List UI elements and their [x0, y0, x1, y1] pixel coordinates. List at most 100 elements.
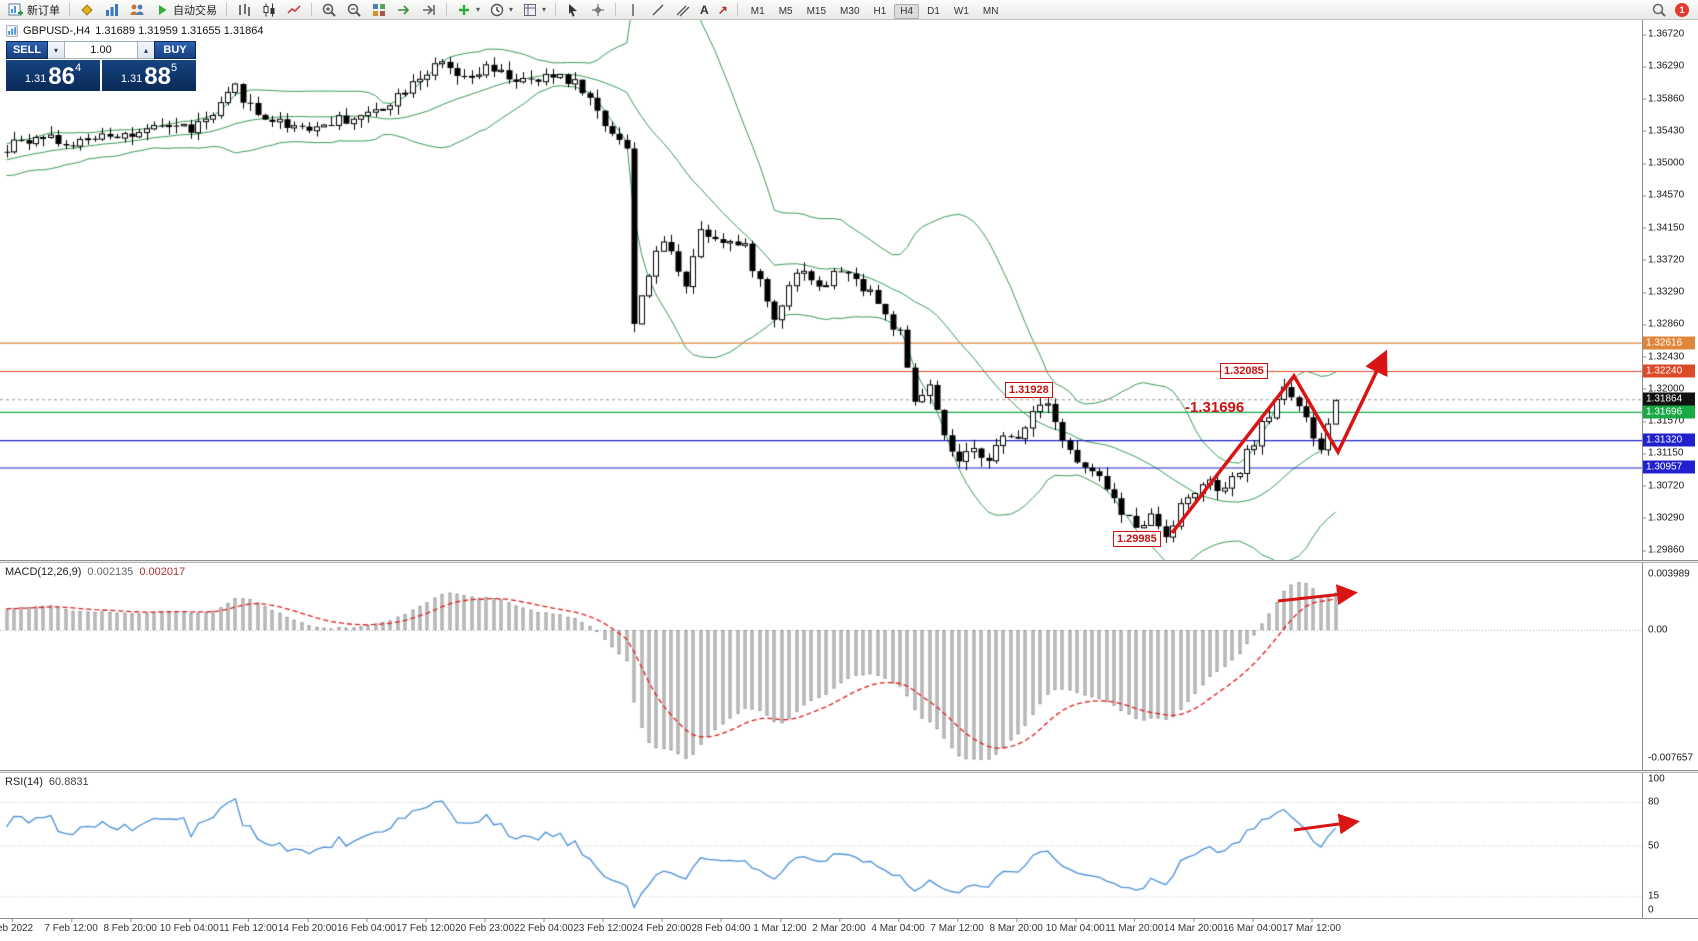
- price-annotation[interactable]: -1.31696: [1185, 399, 1245, 416]
- time-axis-label: 17 Mar 12:00: [1282, 918, 1341, 934]
- tile-windows-icon: [373, 3, 385, 16]
- price-axis-label: 1.34570: [1641, 189, 1685, 201]
- time-axis-label: 11 Mar 20:00: [1105, 918, 1164, 934]
- chart-shift-button[interactable]: [418, 1, 440, 19]
- price-axis-label: 1.32860: [1641, 318, 1685, 330]
- time-axis-label: 11 Feb 12:00: [219, 918, 278, 934]
- macd-axis-label: 0.003989: [1648, 568, 1690, 580]
- time-axis-label: 4 Mar 04:00: [871, 918, 925, 934]
- auto-trading-label: 自动交易: [173, 4, 217, 17]
- periods-button[interactable]: ▾: [486, 1, 516, 19]
- arrows-tool[interactable]: ↗: [715, 1, 731, 19]
- line-chart-type-button[interactable]: [283, 1, 305, 19]
- time-axis-label: 23 Feb 12:00: [573, 918, 633, 934]
- price-axis-label: 1.32000: [1641, 383, 1685, 395]
- volume-increase-button[interactable]: ▴: [138, 41, 154, 59]
- chart-title: GBPUSD-,H4 1.31689 1.31959 1.31655 1.318…: [6, 25, 263, 37]
- cursor-icon: [569, 3, 578, 17]
- timeframe-m5[interactable]: M5: [778, 5, 793, 17]
- crosshair-button[interactable]: [587, 1, 609, 19]
- toolbar-separator: [226, 3, 227, 16]
- trendline-tool[interactable]: [647, 1, 669, 19]
- indicators-button[interactable]: ▾: [453, 1, 483, 19]
- volume-input[interactable]: [64, 41, 138, 59]
- bid-pip-digit: 4: [75, 62, 82, 74]
- bar-chart-type-button[interactable]: [233, 1, 255, 19]
- timeframe-m15[interactable]: M15: [806, 5, 827, 17]
- time-axis-label: 24 Feb 20:00: [632, 918, 692, 934]
- one-click-trading-panel: SELL ▾ ▴ BUY 1.31 86 4 1.31 88 5: [6, 41, 196, 91]
- volume-decrease-button[interactable]: ▾: [48, 41, 64, 59]
- price-axis-label: 1.35430: [1641, 125, 1685, 137]
- notification-badge[interactable]: 1: [1675, 2, 1689, 17]
- timeframe-m30[interactable]: M30: [840, 5, 860, 17]
- timeframe-mn[interactable]: MN: [982, 5, 999, 17]
- toolbar-separator: [69, 3, 70, 16]
- add-indicator-icon: [459, 4, 469, 15]
- auto-scroll-button[interactable]: [393, 1, 415, 19]
- auto-trading-button[interactable]: 自动交易: [151, 1, 220, 19]
- rsi-panel-canvas[interactable]: [0, 773, 1642, 918]
- price-axis-label: 1.31150: [1641, 447, 1684, 459]
- ask-pip-digit: 5: [171, 62, 178, 74]
- zoom-in-button[interactable]: [318, 1, 340, 19]
- timeframe-toolbar: M1 M5 M15 M30 H1 H4 D1 W1 MN: [744, 1, 1006, 19]
- new-order-button[interactable]: 新订单: [5, 1, 63, 19]
- community-button[interactable]: [126, 1, 148, 19]
- price-tag: 1.31320: [1643, 433, 1695, 447]
- vertical-line-tool[interactable]: [622, 1, 644, 19]
- time-axis-label: 7 Feb 12:00: [44, 918, 98, 934]
- toolbar-separator: [736, 3, 738, 16]
- time-axis-label: Feb 2022: [0, 918, 33, 934]
- timeframe-w1[interactable]: W1: [953, 5, 969, 17]
- panel-separator[interactable]: [0, 770, 1698, 773]
- new-order-label: 新订单: [27, 4, 60, 17]
- candlestick-type-button[interactable]: [258, 1, 280, 19]
- rsi-axis-label: 80: [1648, 796, 1660, 808]
- sell-button[interactable]: SELL: [6, 41, 48, 59]
- bid-price-display[interactable]: 1.31 86 4: [6, 60, 100, 91]
- toolbar-separator: [446, 3, 447, 16]
- crosshair-icon: [592, 3, 605, 16]
- ask-price-display[interactable]: 1.31 88 5: [102, 60, 196, 91]
- main-toolbar: 新订单 自动交易: [0, 0, 1698, 20]
- channel-tool[interactable]: [672, 1, 694, 19]
- timeframe-m1[interactable]: M1: [750, 5, 765, 17]
- tile-windows-button[interactable]: [368, 1, 390, 19]
- diamond-icon: [81, 3, 93, 16]
- time-axis-label: 14 Mar 20:00: [1163, 918, 1223, 934]
- price-tag: 1.31696: [1643, 405, 1695, 419]
- macd-axis-label: 0.00: [1648, 624, 1668, 636]
- rsi-indicator-label: RSI(14) 60.8831: [5, 776, 89, 788]
- price-annotation[interactable]: 1.32085: [1220, 363, 1268, 379]
- price-axis-label: 1.31570: [1641, 415, 1685, 427]
- zoom-out-button[interactable]: [343, 1, 365, 19]
- data-window-button[interactable]: [76, 1, 98, 19]
- price-annotation[interactable]: 1.29985: [1113, 531, 1161, 547]
- templates-button[interactable]: ▾: [519, 1, 549, 19]
- rsi-axis-label: 0: [1648, 904, 1654, 916]
- macd-axis-label: -0.007657: [1648, 752, 1694, 764]
- text-tool[interactable]: A: [697, 1, 712, 19]
- market-watch-button[interactable]: [101, 1, 123, 19]
- panel-separator[interactable]: [0, 560, 1698, 563]
- rsi-axis-label: 50: [1648, 840, 1660, 851]
- timeframe-d1[interactable]: D1: [927, 5, 940, 17]
- search-icon[interactable]: [1651, 2, 1667, 18]
- main-chart-canvas[interactable]: [0, 20, 1642, 560]
- buy-button[interactable]: BUY: [154, 41, 196, 59]
- toolbar-separator: [555, 3, 557, 16]
- cursor-button[interactable]: [562, 1, 584, 19]
- price-axis-label: 1.29860: [1641, 544, 1685, 556]
- timeframe-h4[interactable]: H4: [894, 3, 920, 19]
- zoom-out-icon: [347, 3, 361, 17]
- rsi-name: RSI(14): [5, 776, 43, 788]
- bid-big-digits: 86: [48, 63, 75, 90]
- macd-panel-canvas[interactable]: [0, 563, 1642, 770]
- timeframe-h1[interactable]: H1: [873, 5, 887, 17]
- price-axis-label: 1.34150: [1641, 222, 1685, 233]
- price-annotation[interactable]: 1.31928: [1005, 382, 1053, 398]
- zoom-in-icon: [322, 3, 336, 17]
- price-axis-border: [1642, 20, 1643, 918]
